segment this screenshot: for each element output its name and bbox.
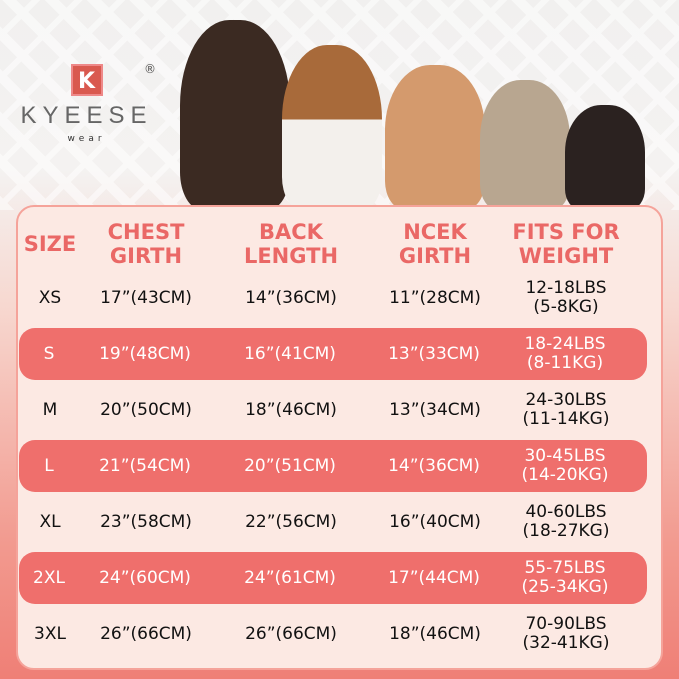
cell-chest-girth: 26”(66CM)	[100, 624, 192, 644]
header-chest-girth: CHEST GIRTH	[107, 220, 185, 268]
table-row: M 20”(50CM) 18”(46CM) 13”(34CM) 24-30LBS (11-…	[20, 384, 648, 436]
table-row: L 21”(54CM) 20”(51CM) 14”(36CM) 30-45LBS (14-…	[19, 440, 647, 492]
cell-chest-girth: 19”(48CM)	[99, 344, 191, 364]
weight-kg: (14-20KG)	[521, 465, 609, 485]
weight-lbs: 18-24LBS	[524, 334, 606, 354]
cell-back-length: 26”(66CM)	[245, 624, 337, 644]
cell-size: L	[44, 456, 54, 476]
registered-mark: ®	[144, 62, 156, 76]
cell-back-length: 18”(46CM)	[245, 400, 337, 420]
table-row: 2XL 24”(60CM) 24”(61CM) 17”(44CM) 55-75LBS (2…	[19, 552, 647, 604]
cell-size: 3XL	[34, 624, 66, 644]
cell-size: S	[43, 344, 55, 364]
cell-neck-girth: 17”(44CM)	[388, 568, 480, 588]
header-neck-girth: NCEK GIRTH	[398, 220, 472, 268]
cell-back-length: 16”(41CM)	[244, 344, 336, 364]
cell-size: XL	[39, 512, 61, 532]
brand-tagline: wear	[67, 134, 106, 144]
table-row: XS 17”(43CM) 14”(36CM) 11”(28CM) 12-18LBS (5-…	[20, 272, 648, 324]
header-fits-for-weight: FITS FOR WEIGHT	[512, 220, 620, 268]
weight-lbs: 30-45LBS	[524, 446, 606, 466]
table-row: 3XL 26”(66CM) 26”(66CM) 18”(46CM) 70-90LBS (3…	[20, 608, 648, 660]
terrier-image	[480, 80, 570, 210]
doberman-image	[180, 20, 290, 210]
dogs-photo	[170, 10, 679, 210]
header-back-length: BACK LENGTH	[243, 220, 339, 268]
chihuahua-image	[565, 105, 645, 210]
brand-name: KYEESE	[20, 102, 153, 129]
cell-size: 2XL	[33, 568, 65, 588]
cell-chest-girth: 24”(60CM)	[99, 568, 191, 588]
table-row: XL 23”(58CM) 22”(56CM) 16”(40CM) 40-60LBS (18…	[20, 496, 648, 548]
cell-weight: 18-24LBS (8-11KG)	[499, 335, 631, 373]
weight-kg: (11-14KG)	[522, 409, 610, 429]
cell-weight: 24-30LBS (11-14KG)	[500, 391, 632, 429]
table-row: S 19”(48CM) 16”(41CM) 13”(33CM) 18-24LBS (8-1…	[19, 328, 647, 380]
beagle-image	[282, 45, 382, 210]
cell-chest-girth: 17”(43CM)	[100, 288, 192, 308]
cell-neck-girth: 13”(33CM)	[388, 344, 480, 364]
cell-chest-girth: 21”(54CM)	[99, 456, 191, 476]
weight-kg: (32-41KG)	[522, 633, 610, 653]
cell-weight: 40-60LBS (18-27KG)	[500, 503, 632, 541]
cell-neck-girth: 13”(34CM)	[389, 400, 481, 420]
weight-kg: (18-27KG)	[522, 521, 610, 541]
cell-back-length: 20”(51CM)	[244, 456, 336, 476]
cell-neck-girth: 16”(40CM)	[389, 512, 481, 532]
cell-neck-girth: 18”(46CM)	[389, 624, 481, 644]
cell-back-length: 14”(36CM)	[245, 288, 337, 308]
weight-kg: (25-34KG)	[521, 577, 609, 597]
table-header: SIZE CHEST GIRTH BACK LENGTH NCEK GIRTH FIT…	[20, 212, 648, 276]
cell-back-length: 24”(61CM)	[244, 568, 336, 588]
cell-size: XS	[38, 288, 62, 308]
cell-neck-girth: 11”(28CM)	[389, 288, 481, 308]
cell-weight: 55-75LBS (25-34KG)	[499, 559, 631, 597]
weight-lbs: 40-60LBS	[525, 502, 607, 522]
weight-kg: (8-11KG)	[526, 353, 604, 373]
weight-lbs: 24-30LBS	[525, 390, 607, 410]
cell-weight: 70-90LBS (32-41KG)	[500, 615, 632, 653]
cell-weight: 12-18LBS (5-8KG)	[500, 279, 632, 317]
cell-neck-girth: 14”(36CM)	[388, 456, 480, 476]
weight-lbs: 70-90LBS	[525, 614, 607, 634]
logo-mark: K	[70, 64, 103, 96]
cell-chest-girth: 20”(50CM)	[100, 400, 192, 420]
cell-size: M	[42, 400, 58, 420]
header-size: SIZE	[23, 232, 77, 256]
brand-logo: K ® KYEESE wear	[14, 62, 159, 144]
weight-kg: (5-8KG)	[533, 297, 599, 317]
poodle-image	[385, 65, 485, 210]
weight-lbs: 12-18LBS	[525, 278, 607, 298]
weight-lbs: 55-75LBS	[524, 558, 606, 578]
cell-back-length: 22”(56CM)	[245, 512, 337, 532]
cell-chest-girth: 23”(58CM)	[100, 512, 192, 532]
cell-weight: 30-45LBS (14-20KG)	[499, 447, 631, 485]
